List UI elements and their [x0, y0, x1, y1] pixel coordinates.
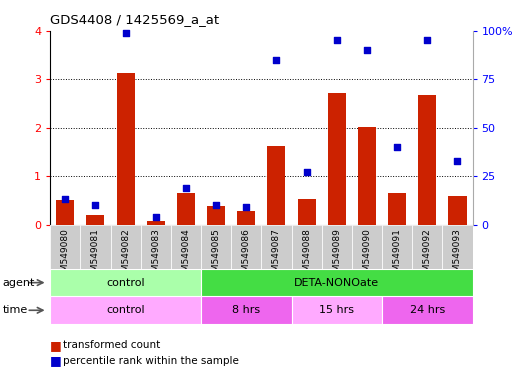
Text: GSM549090: GSM549090: [362, 228, 372, 283]
Bar: [231, 225, 261, 269]
Bar: [322, 225, 352, 269]
Bar: [207, 206, 225, 225]
Point: [152, 214, 160, 220]
Text: GSM549088: GSM549088: [302, 228, 311, 283]
Bar: [448, 195, 467, 225]
Bar: [177, 193, 195, 225]
Bar: [291, 225, 322, 269]
Text: DETA-NONOate: DETA-NONOate: [294, 278, 379, 288]
Point: [61, 196, 70, 202]
Bar: [50, 225, 80, 269]
Bar: [261, 225, 291, 269]
Point: [363, 47, 371, 53]
Bar: [418, 95, 436, 225]
Text: time: time: [3, 305, 28, 315]
Text: control: control: [106, 278, 145, 288]
Text: 15 hrs: 15 hrs: [319, 305, 354, 315]
Point: [303, 169, 311, 175]
Bar: [291, 296, 382, 324]
Bar: [87, 215, 105, 225]
Text: ■: ■: [50, 339, 62, 352]
Bar: [267, 146, 286, 225]
Bar: [147, 221, 165, 225]
Bar: [412, 225, 442, 269]
Bar: [140, 225, 171, 269]
Text: control: control: [106, 305, 145, 315]
Text: GSM549087: GSM549087: [272, 228, 281, 283]
Bar: [201, 296, 291, 324]
Bar: [117, 73, 135, 225]
Text: GSM549084: GSM549084: [182, 228, 191, 283]
Bar: [388, 193, 406, 225]
Point: [91, 202, 100, 209]
Bar: [328, 93, 346, 225]
Text: percentile rank within the sample: percentile rank within the sample: [63, 356, 239, 366]
Text: GSM549080: GSM549080: [61, 228, 70, 283]
Bar: [201, 225, 231, 269]
Bar: [80, 225, 110, 269]
Point: [393, 144, 401, 150]
Text: GDS4408 / 1425569_a_at: GDS4408 / 1425569_a_at: [50, 13, 219, 26]
Bar: [382, 296, 473, 324]
Point: [333, 37, 341, 43]
Bar: [352, 225, 382, 269]
Text: GSM549089: GSM549089: [332, 228, 341, 283]
Bar: [171, 225, 201, 269]
Point: [453, 157, 461, 164]
Text: GSM549093: GSM549093: [453, 228, 462, 283]
Bar: [442, 225, 473, 269]
Text: 24 hrs: 24 hrs: [410, 305, 445, 315]
Text: GSM549086: GSM549086: [242, 228, 251, 283]
Text: agent: agent: [3, 278, 35, 288]
Bar: [298, 199, 316, 225]
Point: [423, 37, 431, 43]
Bar: [110, 225, 140, 269]
Bar: [50, 269, 201, 296]
Point: [121, 30, 130, 36]
Text: GSM549092: GSM549092: [423, 228, 432, 283]
Text: 8 hrs: 8 hrs: [232, 305, 260, 315]
Bar: [382, 225, 412, 269]
Bar: [201, 269, 473, 296]
Point: [242, 204, 250, 210]
Bar: [237, 211, 256, 225]
Text: transformed count: transformed count: [63, 340, 161, 350]
Point: [212, 202, 220, 209]
Text: GSM549082: GSM549082: [121, 228, 130, 283]
Bar: [358, 127, 376, 225]
Bar: [50, 296, 201, 324]
Text: GSM549083: GSM549083: [151, 228, 161, 283]
Text: GSM549081: GSM549081: [91, 228, 100, 283]
Text: GSM549091: GSM549091: [393, 228, 402, 283]
Text: GSM549085: GSM549085: [212, 228, 221, 283]
Bar: [56, 200, 74, 225]
Point: [272, 57, 281, 63]
Text: ■: ■: [50, 354, 62, 367]
Point: [182, 185, 190, 191]
